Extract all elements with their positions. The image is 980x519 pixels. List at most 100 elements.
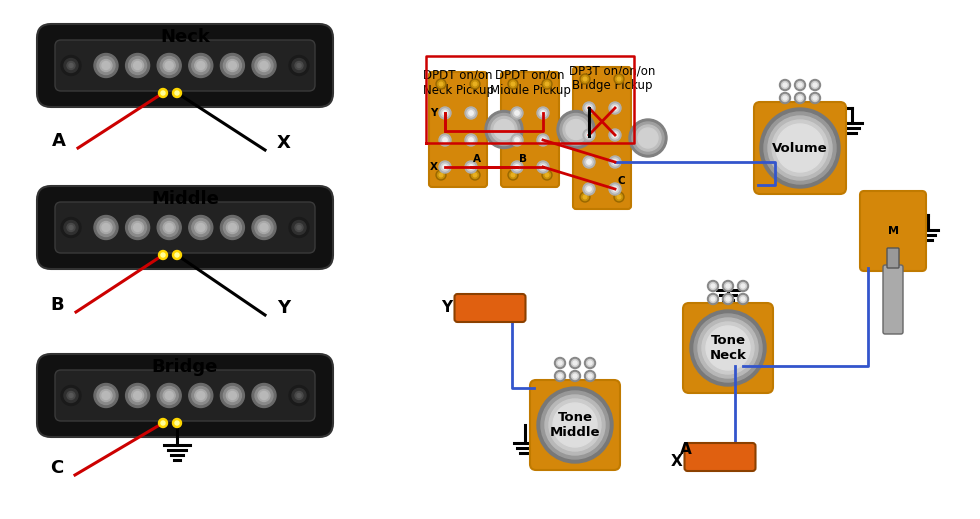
Circle shape: [553, 403, 597, 447]
Text: X: X: [670, 455, 682, 470]
Circle shape: [795, 92, 806, 103]
Circle shape: [557, 360, 564, 366]
Text: Tone
Middle: Tone Middle: [550, 411, 600, 439]
Circle shape: [439, 161, 451, 173]
Circle shape: [611, 185, 619, 193]
Circle shape: [159, 89, 168, 98]
Circle shape: [726, 297, 730, 301]
Circle shape: [133, 61, 141, 70]
Circle shape: [557, 111, 595, 148]
Circle shape: [545, 173, 549, 177]
Circle shape: [726, 284, 730, 288]
Text: B: B: [519, 154, 527, 164]
Circle shape: [252, 384, 276, 407]
Circle shape: [583, 183, 595, 195]
Circle shape: [514, 165, 519, 169]
Circle shape: [97, 218, 115, 237]
Circle shape: [711, 284, 715, 288]
Circle shape: [289, 217, 309, 238]
Circle shape: [260, 391, 268, 400]
FancyBboxPatch shape: [455, 294, 525, 322]
Circle shape: [226, 389, 238, 402]
Circle shape: [97, 387, 115, 404]
Circle shape: [539, 109, 547, 117]
Circle shape: [738, 280, 749, 292]
FancyBboxPatch shape: [37, 186, 333, 269]
Circle shape: [740, 295, 747, 303]
Circle shape: [195, 60, 207, 72]
Circle shape: [772, 120, 828, 176]
Circle shape: [439, 134, 451, 146]
Circle shape: [798, 96, 802, 100]
Circle shape: [583, 156, 595, 168]
Circle shape: [94, 53, 118, 77]
Circle shape: [512, 173, 514, 177]
Circle shape: [781, 81, 789, 89]
Circle shape: [612, 160, 617, 164]
Circle shape: [61, 56, 81, 75]
Circle shape: [465, 161, 477, 173]
Circle shape: [220, 384, 244, 407]
Circle shape: [541, 111, 545, 115]
Circle shape: [706, 326, 750, 370]
Circle shape: [809, 79, 820, 90]
Circle shape: [197, 61, 205, 70]
Circle shape: [94, 215, 118, 239]
Circle shape: [258, 389, 270, 402]
Text: X: X: [277, 134, 291, 152]
Circle shape: [160, 387, 178, 404]
Text: A: A: [473, 154, 481, 164]
FancyBboxPatch shape: [887, 248, 899, 268]
Circle shape: [635, 125, 661, 151]
Circle shape: [609, 156, 621, 168]
Circle shape: [760, 108, 840, 188]
Circle shape: [573, 361, 577, 365]
Circle shape: [161, 91, 165, 95]
Circle shape: [468, 165, 473, 169]
Circle shape: [581, 194, 589, 200]
Circle shape: [260, 224, 268, 231]
Circle shape: [615, 75, 622, 83]
Circle shape: [783, 96, 787, 100]
Circle shape: [612, 133, 617, 137]
Circle shape: [437, 80, 445, 88]
Circle shape: [157, 215, 181, 239]
Circle shape: [776, 124, 824, 172]
Circle shape: [571, 360, 578, 366]
Circle shape: [69, 225, 73, 229]
Circle shape: [100, 222, 112, 234]
Circle shape: [638, 128, 658, 148]
Circle shape: [473, 82, 477, 86]
Circle shape: [255, 387, 273, 404]
Circle shape: [569, 371, 580, 381]
Circle shape: [470, 170, 480, 180]
Circle shape: [297, 393, 301, 398]
Circle shape: [724, 295, 731, 303]
Text: X: X: [430, 162, 438, 172]
FancyBboxPatch shape: [684, 443, 756, 471]
Circle shape: [159, 251, 168, 260]
Text: Neck: Neck: [160, 28, 210, 46]
Circle shape: [694, 314, 762, 382]
Circle shape: [160, 57, 178, 75]
Circle shape: [798, 83, 802, 87]
Circle shape: [797, 81, 804, 89]
FancyBboxPatch shape: [683, 303, 773, 393]
FancyBboxPatch shape: [501, 72, 559, 187]
Circle shape: [708, 280, 718, 292]
FancyBboxPatch shape: [429, 72, 487, 187]
Circle shape: [260, 61, 268, 70]
FancyBboxPatch shape: [860, 191, 926, 271]
Circle shape: [228, 224, 236, 231]
FancyBboxPatch shape: [55, 202, 315, 253]
Circle shape: [514, 138, 519, 142]
Circle shape: [537, 107, 549, 119]
Circle shape: [508, 79, 518, 89]
Circle shape: [228, 391, 236, 400]
Circle shape: [566, 119, 586, 140]
FancyBboxPatch shape: [37, 354, 333, 437]
Circle shape: [612, 187, 617, 191]
Circle shape: [511, 107, 523, 119]
Circle shape: [436, 79, 446, 89]
Circle shape: [443, 165, 447, 169]
